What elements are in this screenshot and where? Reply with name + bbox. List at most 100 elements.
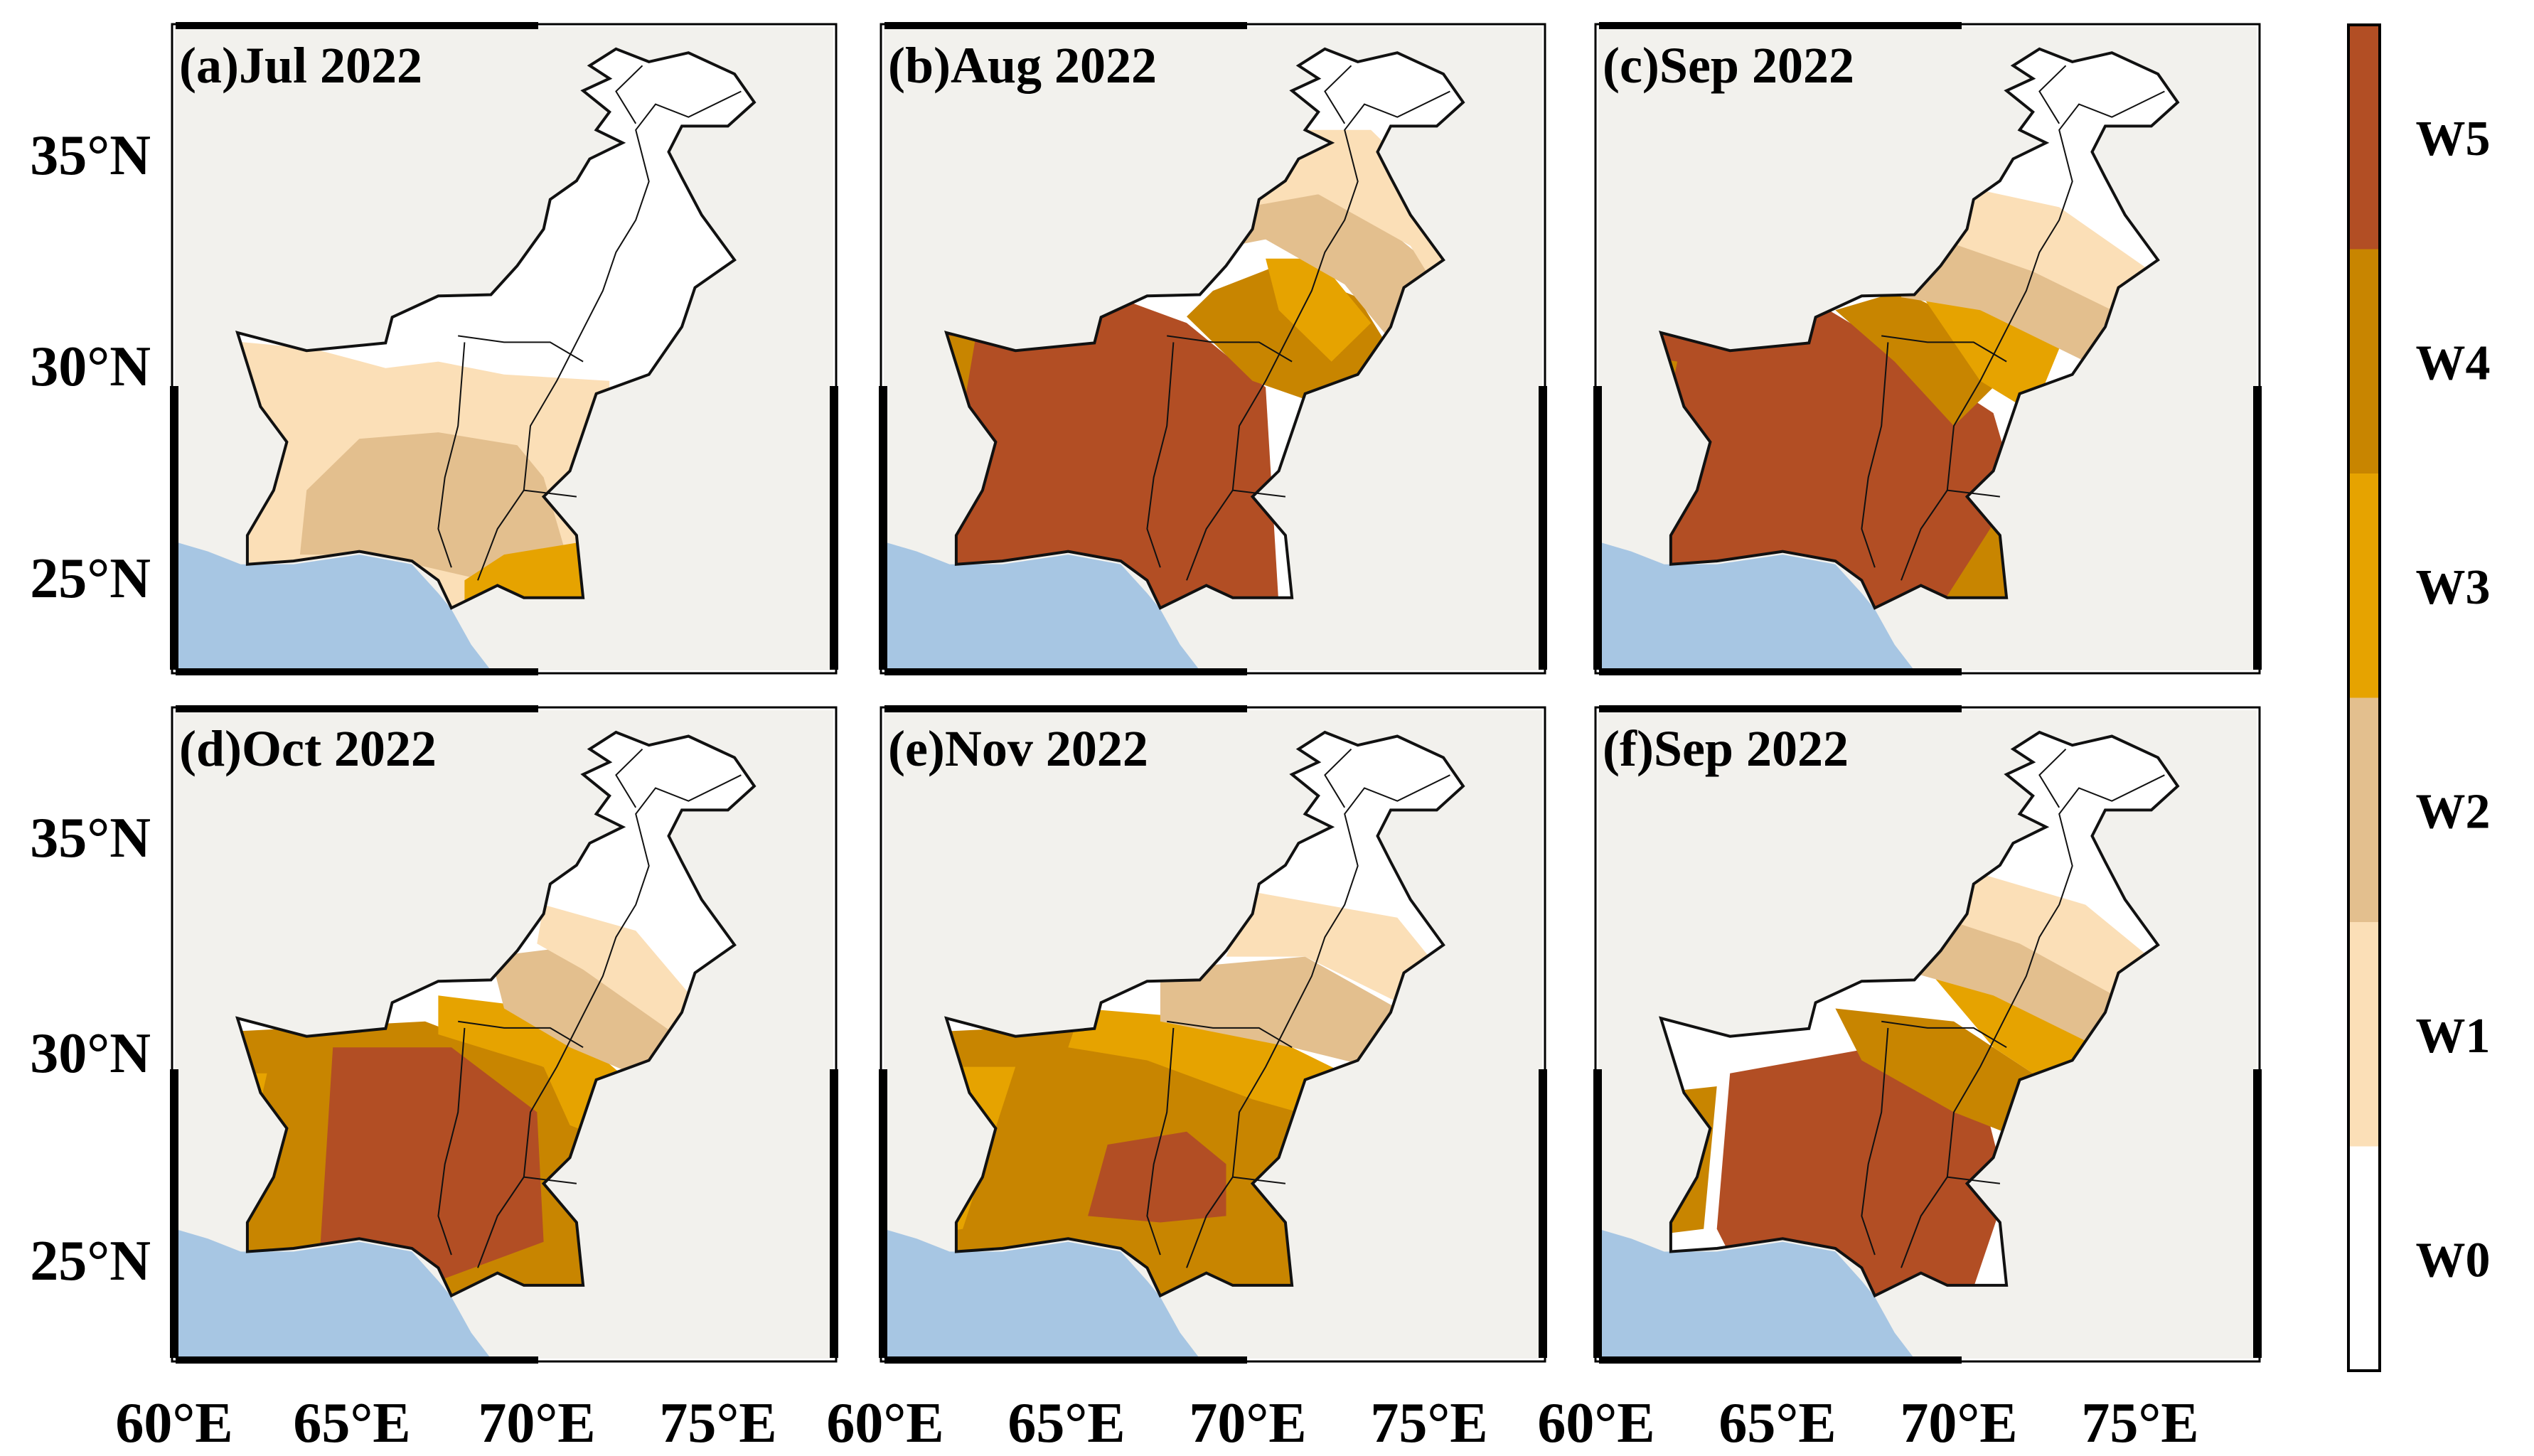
province-boundary <box>1186 774 1450 1268</box>
country-border <box>235 47 757 610</box>
sea-area <box>175 542 491 670</box>
frame-bar-top <box>176 705 538 712</box>
lon-tick-label: 65°E <box>293 1392 410 1455</box>
frame-bar-right <box>2253 1069 2262 1358</box>
country-border <box>235 730 757 1298</box>
frame-bar-left <box>879 386 887 670</box>
legend-swatch-w5 <box>2348 25 2380 250</box>
frame-bar-right <box>830 1069 838 1358</box>
province-boundary <box>1232 1176 1286 1184</box>
legend-swatch-w1 <box>2348 922 2380 1147</box>
zone-w1 <box>1940 865 2165 1009</box>
zone-w4 <box>1835 1008 2033 1138</box>
zone-w3 <box>1068 1008 1345 1125</box>
country-border <box>1659 47 2180 610</box>
lat-tick-label: 35°N <box>30 807 151 869</box>
legend-label-w1: W1 <box>2416 1009 2491 1064</box>
panel-title: (b)Aug 2022 <box>888 37 1157 94</box>
map-panel: (a)Jul 2022 <box>170 22 838 675</box>
frame-bar-bottom <box>884 668 1247 675</box>
map-panel: (b)Aug 2022 <box>879 22 1547 675</box>
zone-w2 <box>299 432 570 581</box>
province-boundary <box>1146 1027 1175 1256</box>
lat-tick-label: 35°N <box>30 124 151 187</box>
lon-tick-label: 75°E <box>2081 1392 2198 1455</box>
province-boundary <box>1232 489 1286 498</box>
zone-w5 <box>319 1047 544 1281</box>
lon-tick-label: 65°E <box>1007 1392 1125 1455</box>
province-boundary <box>615 65 643 124</box>
province-boundary <box>2038 748 2067 808</box>
zone-w2 <box>1901 232 2112 362</box>
frame-bar-right <box>2253 386 2262 670</box>
zone-w3 <box>1266 258 1372 362</box>
panel-title: (f)Sep 2022 <box>1603 720 1849 777</box>
province-boundary <box>615 748 643 808</box>
frame-bar-top <box>1599 22 1962 29</box>
province-boundary <box>458 1020 584 1049</box>
province-boundary <box>1324 748 1352 808</box>
province-boundary <box>1881 1020 2007 1049</box>
frame-bar-left <box>1593 386 1602 670</box>
frame-bar-bottom <box>176 1356 538 1364</box>
sea-area <box>1598 1228 1915 1359</box>
province-boundary <box>1900 90 2165 581</box>
sea-area <box>884 1228 1200 1359</box>
country-border <box>1659 730 2180 1298</box>
lat-tick-label: 30°N <box>30 1022 151 1085</box>
legend-swatch-w0 <box>2348 1146 2380 1371</box>
panel-title: (e)Nov 2022 <box>888 720 1148 777</box>
province-boundary <box>1947 1176 2001 1184</box>
province-boundary <box>437 1027 466 1256</box>
lat-tick-label: 25°N <box>30 547 151 610</box>
zone-w2 <box>1160 956 1398 1074</box>
lon-tick-label: 70°E <box>1900 1392 2017 1455</box>
lon-tick-label: 60°E <box>1537 1392 1654 1455</box>
frame-bar-left <box>170 386 178 670</box>
zone-w1 <box>1246 129 1463 311</box>
zone-w1 <box>1940 181 2151 323</box>
country-border <box>944 47 1465 610</box>
province-boundary <box>523 489 577 498</box>
lon-tick-label: 70°E <box>1189 1392 1306 1455</box>
lon-tick-label: 75°E <box>1370 1392 1487 1455</box>
category-zones <box>946 129 1463 606</box>
lat-tick-label: 30°N <box>30 336 151 398</box>
frame-bar-left <box>170 1069 178 1358</box>
legend-swatch-w3 <box>2348 473 2380 698</box>
frame-bar-bottom <box>1599 668 1962 675</box>
frame-bar-top <box>884 705 1247 712</box>
province-boundary <box>2038 65 2067 124</box>
province-boundary <box>1900 774 2165 1268</box>
sea-area <box>175 1228 491 1359</box>
legend-label-w5: W5 <box>2416 112 2491 166</box>
zone-w1 <box>1226 892 1450 1009</box>
legend-label-w3: W3 <box>2416 560 2491 615</box>
map-panel: (e)Nov 2022 <box>879 705 1547 1364</box>
frame-bar-top <box>884 22 1247 29</box>
province-boundary <box>1324 65 1352 124</box>
legend-label-w2: W2 <box>2416 784 2491 839</box>
legend-swatch-w4 <box>2348 249 2380 473</box>
lon-tick-label: 60°E <box>115 1392 232 1455</box>
lon-tick-label: 60°E <box>826 1392 943 1455</box>
province-boundary <box>1947 489 2001 498</box>
sea-area <box>884 542 1200 670</box>
legend-label-w4: W4 <box>2416 336 2491 390</box>
province-boundary <box>523 1176 577 1184</box>
province-boundary <box>437 342 466 568</box>
province-boundary <box>1861 342 1889 568</box>
lon-tick-label: 75°E <box>659 1392 776 1455</box>
panel-title: (d)Oct 2022 <box>179 720 437 777</box>
frame-bar-left <box>879 1069 887 1358</box>
frame-bar-top <box>1599 705 1962 712</box>
lat-tick-label: 25°N <box>30 1230 151 1292</box>
map-panel: (c)Sep 2022 <box>1593 22 2262 675</box>
frame-bar-bottom <box>884 1356 1247 1364</box>
legend-label-w0: W0 <box>2416 1233 2491 1288</box>
panel-title: (c)Sep 2022 <box>1603 37 1854 94</box>
legend-swatch-w2 <box>2348 697 2380 922</box>
zone-w2 <box>1901 917 2125 1048</box>
lon-tick-label: 65°E <box>1718 1392 1836 1455</box>
